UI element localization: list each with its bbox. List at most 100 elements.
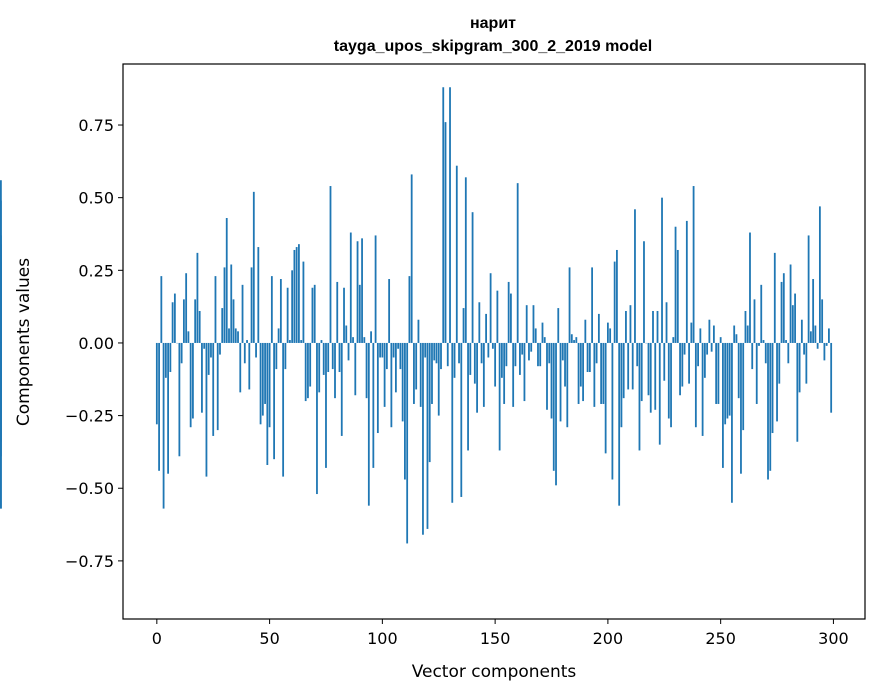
- bar-20: [201, 342, 203, 413]
- bar-11: [180, 342, 183, 364]
- bar-59: [288, 340, 291, 343]
- bar-177: [555, 342, 557, 486]
- bar-289: [807, 235, 810, 343]
- bar-179: [559, 342, 562, 422]
- bar-277: [780, 281, 783, 343]
- bar-145: [482, 342, 485, 407]
- bar-63: [298, 244, 300, 343]
- bar-246: [710, 342, 713, 352]
- bar-224: [661, 197, 663, 343]
- bar-188: [579, 342, 582, 387]
- bar-106: [394, 342, 397, 393]
- bar-138: [467, 342, 469, 451]
- chart-title: нарит: [470, 15, 516, 32]
- bar-221: [654, 342, 657, 410]
- x-tick-label: 0: [152, 629, 162, 648]
- bar-195: [595, 342, 598, 364]
- bar-206: [620, 342, 623, 428]
- bar-276: [778, 342, 781, 384]
- bar-269: [762, 340, 765, 343]
- bar-295: [821, 299, 824, 343]
- bar-131: [451, 342, 454, 503]
- bar-287: [803, 342, 805, 355]
- bar-81: [338, 342, 341, 373]
- bar-119: [424, 342, 427, 358]
- bar-254: [728, 342, 731, 416]
- bar-234: [683, 342, 686, 355]
- bar-14: [187, 331, 190, 343]
- bar-72: [318, 342, 321, 393]
- bar-15: [189, 342, 192, 428]
- bar-137: [464, 177, 467, 343]
- bar-127: [442, 87, 445, 343]
- bar-117: [419, 342, 422, 407]
- bar-108: [399, 342, 402, 370]
- bar-23: [207, 342, 210, 375]
- bar-251: [722, 342, 724, 468]
- bar-107: [397, 342, 400, 349]
- bar-235: [685, 220, 688, 343]
- y-tick-label: −0.50: [65, 479, 114, 498]
- bar-294: [818, 206, 821, 343]
- bar-104: [390, 342, 393, 428]
- bar-114: [413, 342, 415, 404]
- bar-98: [376, 342, 379, 434]
- chart-subtitle: tayga_upos_skipgram_300_2_2019 model: [334, 38, 652, 55]
- bar-248: [715, 342, 718, 404]
- bar-3: [162, 342, 165, 509]
- bar-220: [652, 310, 654, 343]
- bar-293: [816, 342, 819, 349]
- bar-44: [255, 342, 257, 358]
- bar-undefined: [0, 255, 2, 343]
- bar-167: [532, 305, 535, 343]
- bar-242: [701, 342, 704, 436]
- bar-24: [210, 342, 212, 358]
- bar-82: [340, 342, 343, 436]
- bar-47: [261, 342, 264, 416]
- bar-261: [744, 310, 747, 343]
- bar-112: [408, 276, 411, 343]
- bar-232: [679, 342, 681, 396]
- bar-229: [672, 337, 675, 343]
- bar-126: [440, 342, 442, 370]
- bar-213: [636, 342, 639, 367]
- bar-21: [203, 342, 206, 349]
- bar-225: [663, 342, 666, 381]
- bar-43: [252, 191, 255, 343]
- bar-282: [791, 305, 794, 343]
- bar-55: [279, 279, 282, 343]
- bar-178: [557, 308, 560, 343]
- bar-147: [487, 342, 490, 358]
- bar-95: [370, 331, 372, 343]
- x-tick-label: 100: [367, 629, 398, 648]
- bar-93: [365, 342, 368, 399]
- bar-0: [155, 342, 158, 425]
- bar-79: [334, 342, 336, 399]
- bar-1: [158, 342, 160, 471]
- bar-136: [462, 308, 465, 343]
- bar-91: [361, 238, 363, 343]
- bar-undefined: [0, 342, 2, 509]
- bar-60: [291, 270, 294, 343]
- bar-35: [234, 328, 237, 343]
- bar-2: [160, 276, 163, 343]
- bar-216: [643, 241, 645, 343]
- bar-286: [800, 319, 803, 343]
- bar-76: [327, 342, 330, 373]
- bar-109: [401, 342, 404, 422]
- bar-223: [658, 342, 661, 445]
- bar-297: [825, 342, 828, 346]
- bar-265: [753, 299, 756, 343]
- bar-208: [625, 310, 627, 343]
- bar-155: [505, 342, 508, 367]
- bar-88: [354, 342, 357, 396]
- bar-270: [764, 342, 767, 364]
- bar-161: [519, 342, 521, 375]
- bar-85: [347, 342, 350, 361]
- bar-142: [476, 342, 478, 413]
- bar-173: [546, 342, 548, 410]
- bar-288: [805, 342, 808, 384]
- bar-241: [699, 328, 702, 343]
- bar-84: [345, 325, 348, 343]
- y-tick-label: 0.25: [78, 261, 114, 280]
